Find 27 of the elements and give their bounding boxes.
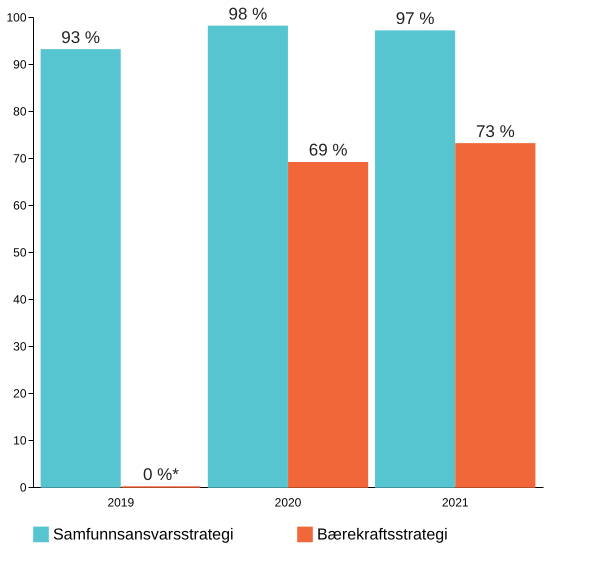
y-tick-label: 30 [13, 340, 27, 354]
legend-label: Samfunnsansvarsstrategi [53, 526, 234, 544]
y-tick-label: 60 [13, 198, 27, 212]
data-label: 69 % [308, 140, 348, 160]
data-label: 97 % [396, 9, 434, 28]
bar [40, 49, 121, 488]
data-label: 0 %* [142, 465, 180, 484]
bar [288, 162, 368, 488]
y-tick-label: 0 [20, 480, 27, 494]
y-tick-label: 20 [13, 386, 27, 400]
data-label: 93 % [61, 28, 100, 47]
y-tick-label: 80 [13, 104, 27, 118]
x-tick-label: 2020 [274, 496, 302, 510]
x-tick-label: 2019 [107, 496, 134, 510]
bar [208, 26, 288, 488]
bar [455, 143, 536, 488]
bar [375, 30, 456, 488]
data-label: 98 % [228, 4, 268, 24]
y-tick-label: 10 [13, 434, 27, 448]
x-tick-label: 2021 [442, 496, 469, 510]
data-label: 73 % [476, 122, 515, 141]
legend-label: Bærekraftsstrategi [317, 526, 448, 544]
y-tick-label: 70 [13, 152, 27, 166]
y-tick-label: 100 [6, 10, 27, 24]
y-tick-label: 50 [13, 246, 27, 260]
y-tick-label: 90 [13, 58, 27, 72]
y-tick-label: 40 [13, 292, 27, 306]
